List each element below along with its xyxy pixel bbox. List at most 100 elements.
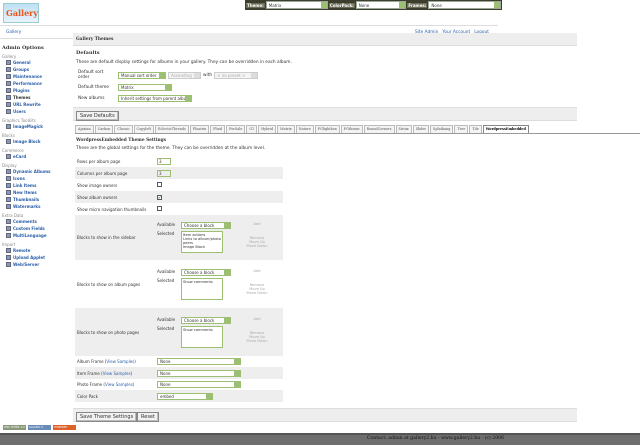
default-theme-select[interactable]: Matrix bbox=[118, 84, 172, 91]
sidebar-item-ecard[interactable]: eCard bbox=[6, 153, 72, 160]
tab-carbon[interactable]: Carbon bbox=[94, 125, 114, 133]
add-button[interactable]: Add bbox=[253, 316, 261, 321]
sidebar-item-upload-applet[interactable]: Upload Applet bbox=[6, 254, 72, 261]
sidebar-item-multilanguage[interactable]: MultiLanguage bbox=[6, 232, 72, 239]
list-item[interactable]: Image Block bbox=[183, 245, 206, 249]
tab-tile[interactable]: Tile bbox=[469, 125, 482, 133]
tab-classic[interactable]: Classic bbox=[114, 125, 133, 133]
selected-blocks-list[interactable]: Show comments bbox=[181, 325, 223, 348]
secondary-sort-select[interactable]: < no preset > bbox=[214, 71, 259, 79]
new-albums-select[interactable]: Inherit settings from parent album bbox=[118, 95, 192, 102]
remove-button[interactable]: Remove bbox=[249, 282, 265, 287]
move-down-button[interactable]: Move Down bbox=[246, 290, 268, 295]
selected-blocks-list[interactable]: Show comments bbox=[181, 277, 223, 300]
color-pack-select[interactable]: embed bbox=[157, 392, 213, 400]
tab-siriux[interactable]: Siriux bbox=[395, 125, 412, 133]
plugins-icon bbox=[6, 88, 11, 93]
sidebar-item-remote[interactable]: Remote bbox=[6, 247, 72, 254]
gallery-logo[interactable]: Gallery bbox=[3, 3, 39, 23]
available-block-select[interactable]: Choose a block bbox=[181, 268, 231, 276]
sidebar-item-themes[interactable]: Themes bbox=[6, 94, 72, 101]
tab-g1[interactable]: G1 bbox=[246, 125, 258, 133]
sidebar-item-url-rewrite[interactable]: URL Rewrite bbox=[6, 101, 72, 108]
tab-nature[interactable]: Nature bbox=[295, 125, 314, 133]
sidebar-item-maintenance[interactable]: Maintenance bbox=[6, 73, 72, 80]
move-down-button[interactable]: Move Down bbox=[246, 338, 268, 343]
reset-button[interactable]: Reset bbox=[137, 412, 159, 422]
theme-select[interactable]: Matrix bbox=[265, 1, 328, 9]
available-block-select[interactable]: Choose a block bbox=[181, 316, 231, 324]
sidebar-item-users[interactable]: Users bbox=[6, 108, 72, 115]
tab-slider[interactable]: Slider bbox=[412, 125, 430, 133]
sidebar-item-icons[interactable]: Icons bbox=[6, 175, 72, 182]
xhtml-badge[interactable]: W3C XHTML 1.0 bbox=[3, 425, 26, 430]
tab-copyleft[interactable]: Copyleft bbox=[133, 125, 154, 133]
your-account-link[interactable]: Your Account bbox=[442, 30, 470, 35]
sidebar-item-new-items[interactable]: New Items bbox=[6, 189, 72, 196]
tab-forsale[interactable]: ForSale bbox=[226, 125, 246, 133]
album-frame-view-samples[interactable]: View Samples bbox=[106, 359, 135, 364]
available-block-select[interactable]: Choose a block bbox=[181, 222, 231, 229]
sidebar-item-web-server[interactable]: Web/Server bbox=[6, 261, 72, 268]
logout-link[interactable]: Logout bbox=[474, 30, 489, 35]
tab-eclecticthreads[interactable]: EclecticThreads bbox=[154, 125, 189, 133]
photo-frame-label: Photo Frame bbox=[77, 382, 103, 387]
photo-frame-select[interactable]: None bbox=[157, 381, 241, 388]
tab-splatkang[interactable]: Splatkang bbox=[430, 125, 454, 133]
sidebar-item-plugins[interactable]: Plugins bbox=[6, 87, 72, 94]
tab-pglightbox[interactable]: PGlightbox bbox=[314, 125, 340, 133]
list-item[interactable]: Show comments bbox=[183, 279, 213, 284]
rows-per-page-input[interactable]: 3 bbox=[157, 157, 171, 165]
save-theme-settings-button[interactable]: Save Theme Settings bbox=[76, 412, 138, 422]
show-album-owners-checkbox[interactable]: ✔ bbox=[157, 194, 162, 200]
show-micro-nav-checkbox[interactable] bbox=[157, 206, 162, 211]
gallery-badge[interactable]: GALLERY 2 bbox=[28, 425, 51, 430]
sidebar-item-link-items[interactable]: Link Items bbox=[6, 182, 72, 189]
list-item[interactable]: Item actions bbox=[183, 233, 206, 237]
tab-matrix[interactable]: Matrix bbox=[277, 125, 295, 133]
sidebar-item-dynamic-albums[interactable]: Dynamic Albums bbox=[6, 168, 72, 175]
sidebar-item-performance[interactable]: Performance bbox=[6, 80, 72, 87]
album-frame-select[interactable]: None bbox=[157, 358, 241, 365]
tab-hybrid[interactable]: Hybrid bbox=[258, 125, 277, 133]
tab-wordpressembedded[interactable]: WordpressEmbedded bbox=[482, 125, 529, 133]
selected-blocks-list[interactable]: Item actions Links to album/photo peers Im… bbox=[181, 231, 223, 253]
sidebar-item-groups[interactable]: Groups bbox=[6, 66, 72, 73]
add-button[interactable]: Add bbox=[253, 268, 261, 273]
tab-fluid[interactable]: Fluid bbox=[210, 125, 226, 133]
move-up-button[interactable]: Move Up bbox=[249, 334, 265, 339]
sort-order-select[interactable]: Manual sort order bbox=[118, 71, 166, 79]
powered-badge[interactable]: POWERED GALLERY bbox=[53, 425, 76, 434]
move-up-button[interactable]: Move Up bbox=[249, 286, 265, 291]
site-admin-link[interactable]: Site Admin bbox=[415, 30, 438, 35]
frames-select[interactable]: None bbox=[428, 1, 501, 9]
tab-roundcorners[interactable]: RoundCorners bbox=[363, 125, 395, 133]
tab-pgtheme[interactable]: PGtheme bbox=[340, 125, 363, 133]
move-down-button[interactable]: Move Down bbox=[246, 244, 268, 248]
sidebar-item-custom-fields[interactable]: Custom Fields bbox=[6, 225, 72, 232]
columns-per-page-input[interactable]: 3 bbox=[157, 169, 171, 177]
tab-ajaxian[interactable]: Ajaxian bbox=[75, 125, 94, 133]
sidebar-item-thumbnails[interactable]: Thumbnails bbox=[6, 196, 72, 203]
photo-frame-view-samples[interactable]: View Samples bbox=[105, 382, 133, 387]
colorpack-select[interactable]: None bbox=[355, 1, 407, 9]
sidebar-item-general[interactable]: General bbox=[6, 59, 72, 66]
list-item[interactable]: Show comments bbox=[183, 327, 213, 332]
sidebar-item-watermarks[interactable]: Watermarks bbox=[6, 203, 72, 210]
sort-direction-select[interactable]: Ascending bbox=[168, 71, 201, 79]
remove-button[interactable]: Remove bbox=[249, 236, 265, 240]
remove-button[interactable]: Remove bbox=[249, 330, 265, 335]
show-image-owners-checkbox[interactable] bbox=[157, 182, 162, 187]
save-defaults-button[interactable]: Save Defaults bbox=[76, 111, 119, 121]
tab-tree[interactable]: Tree bbox=[454, 125, 469, 133]
move-up-button[interactable]: Move Up bbox=[249, 240, 265, 244]
breadcrumb-gallery[interactable]: Gallery bbox=[6, 30, 22, 35]
item-frame-view-samples[interactable]: View Samples bbox=[102, 370, 131, 376]
item-frame-select[interactable]: None bbox=[157, 369, 241, 377]
list-item[interactable]: Links to album/photo peers bbox=[183, 237, 221, 245]
sidebar-item-imagemagick[interactable]: ImageMagick bbox=[6, 123, 72, 130]
add-button[interactable]: Add bbox=[253, 222, 261, 226]
sidebar-item-comments[interactable]: Comments bbox=[6, 218, 72, 225]
sidebar-item-image-block[interactable]: Image Block bbox=[6, 138, 72, 145]
tab-floatrix[interactable]: Floatrix bbox=[189, 125, 210, 133]
